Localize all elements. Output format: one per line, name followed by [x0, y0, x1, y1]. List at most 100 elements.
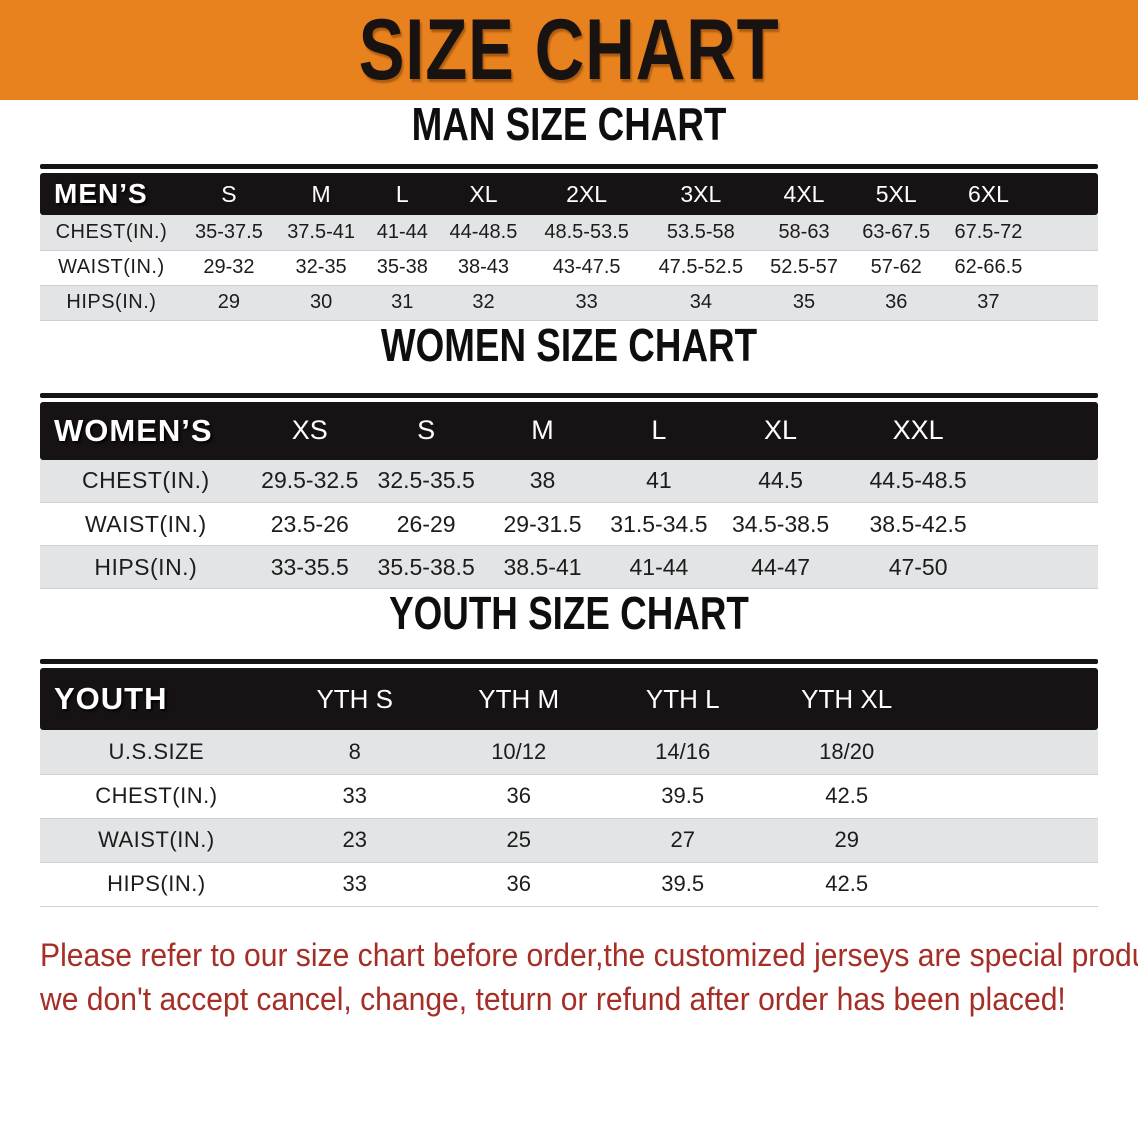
size-value: 57-62	[850, 250, 943, 286]
size-value: 29.5-32.5	[251, 459, 368, 503]
column-header: YTH M	[478, 683, 560, 714]
footer-line-2: we don't accept cancel, change, teturn o…	[40, 980, 1066, 1017]
size-value: 29-32	[182, 250, 276, 286]
spacer-cell	[1034, 285, 1098, 321]
spacer-cell	[928, 862, 1098, 907]
size-chart-page: SIZE CHART MAN SIZE CHART MEN’S S M L XL 2XL 3…	[0, 0, 1138, 1017]
size-value: 32.5-35.5	[367, 459, 485, 503]
women-section-heading: WOMEN SIZE CHART	[380, 318, 758, 371]
size-value: 14/16	[600, 730, 765, 775]
row-label: U.S.SIZE	[40, 730, 273, 775]
table-title-cell: YOUTH	[54, 681, 168, 716]
spacer-cell	[1035, 173, 1098, 215]
column-header: 5XL	[875, 180, 917, 207]
column-header: 3XL	[680, 180, 722, 207]
women-size-section: WOMEN SIZE CHART WOMEN’S XS S M L XL XXL CHEST(…	[40, 318, 1098, 589]
spacer-cell	[929, 668, 1098, 730]
column-header: L	[651, 415, 667, 445]
size-value: 36	[850, 285, 943, 321]
row-label: CHEST(IN.)	[40, 459, 252, 503]
column-header: XXL	[892, 415, 944, 445]
size-value: 25	[436, 818, 601, 863]
size-value: 44-47	[717, 545, 845, 589]
size-value: 34	[643, 285, 758, 321]
youth-size-table: YOUTH YTH S YTH M YTH L YTH XL U.S.SIZE 8 10/12…	[40, 668, 1098, 907]
table-top-border	[40, 164, 1098, 169]
row-label: WAIST(IN.)	[40, 250, 183, 286]
table-row: WAIST(IN.) 23 25 27 29	[40, 818, 1098, 863]
spacer-cell	[928, 818, 1098, 863]
size-value: 47-50	[844, 545, 993, 589]
size-value: 62-66.5	[942, 250, 1035, 286]
row-label: CHEST(IN.)	[40, 215, 183, 251]
table-header-row: YOUTH YTH S YTH M YTH L YTH XL	[40, 668, 1098, 730]
spacer-cell	[992, 545, 1098, 589]
table-row: CHEST(IN.) 33 36 39.5 42.5	[40, 774, 1098, 819]
size-value: 29	[182, 285, 276, 321]
column-header: M	[311, 180, 331, 207]
size-value: 8	[272, 730, 437, 775]
size-value: 29-31.5	[484, 502, 601, 546]
size-value: 43-47.5	[529, 250, 644, 286]
men-section-heading: MAN SIZE CHART	[411, 98, 727, 150]
row-label: CHEST(IN.)	[40, 774, 273, 819]
column-header: YTH S	[316, 683, 394, 714]
table-row: HIPS(IN.) 33 36 39.5 42.5	[40, 862, 1098, 907]
row-label: HIPS(IN.)	[40, 285, 183, 321]
spacer-cell	[992, 459, 1098, 503]
size-value: 36	[436, 862, 601, 907]
size-value: 53.5-58	[643, 215, 758, 251]
column-header: YTH L	[645, 683, 720, 714]
table-row: CHEST(IN.) 35-37.5 37.5-41 41-44 44-48.5 48.5…	[40, 215, 1098, 251]
size-value: 52.5-57	[757, 250, 851, 286]
size-value: 38	[484, 459, 601, 503]
column-header: YTH XL	[801, 683, 893, 714]
size-value: 42.5	[764, 862, 929, 907]
column-header: 6XL	[967, 180, 1009, 207]
size-value: 41-44	[367, 215, 438, 251]
column-header: 4XL	[783, 180, 825, 207]
column-header: S	[417, 415, 436, 445]
size-value: 38.5-42.5	[844, 502, 993, 546]
banner: SIZE CHART	[0, 0, 1138, 100]
size-value: 63-67.5	[850, 215, 943, 251]
women-size-table-wrap: WOMEN’S XS S M L XL XXL CHEST(IN.) 29.5-32.5 32.5…	[40, 392, 1098, 589]
size-value: 38-43	[437, 250, 530, 286]
size-value: 33	[272, 774, 437, 819]
size-value: 23	[272, 818, 437, 863]
size-value: 44.5	[717, 459, 845, 503]
table-header-row: MEN’S S M L XL 2XL 3XL 4XL 5XL 6XL	[40, 173, 1098, 215]
size-value: 35.5-38.5	[367, 545, 485, 589]
size-value: 37.5-41	[275, 215, 368, 251]
size-value: 44-48.5	[437, 215, 530, 251]
youth-section-heading: YOUTH SIZE CHART	[389, 587, 749, 639]
size-value: 10/12	[436, 730, 601, 775]
size-value: 35-38	[367, 250, 438, 286]
size-value: 39.5	[600, 774, 765, 819]
size-value: 26-29	[367, 502, 485, 546]
men-size-table: MEN’S S M L XL 2XL 3XL 4XL 5XL 6XL CHEST(IN.) 35-37…	[40, 173, 1098, 321]
table-title-cell: MEN’S	[54, 178, 148, 209]
size-value: 32	[437, 285, 530, 321]
youth-size-table-wrap: YOUTH YTH S YTH M YTH L YTH XL U.S.SIZE 8 10/12…	[40, 659, 1098, 907]
table-row: U.S.SIZE 8 10/12 14/16 18/20	[40, 730, 1098, 775]
spacer-cell	[992, 402, 1098, 460]
spacer-cell	[928, 730, 1098, 775]
size-value: 33	[272, 862, 437, 907]
size-value: 47.5-52.5	[643, 250, 758, 286]
size-value: 58-63	[757, 215, 851, 251]
table-title-cell: WOMEN’S	[54, 412, 213, 448]
size-value: 44.5-48.5	[844, 459, 993, 503]
column-header: XS	[291, 415, 328, 445]
size-value: 18/20	[764, 730, 929, 775]
size-value: 27	[600, 818, 765, 863]
size-value: 41-44	[600, 545, 718, 589]
women-size-table: WOMEN’S XS S M L XL XXL CHEST(IN.) 29.5-32.5 32.5…	[40, 401, 1098, 589]
size-value: 30	[275, 285, 368, 321]
row-label: WAIST(IN.)	[40, 818, 273, 863]
size-value: 48.5-53.5	[529, 215, 644, 251]
column-header: S	[221, 180, 237, 207]
table-row: WAIST(IN.) 29-32 32-35 35-38 38-43 43-47.5 47.…	[40, 250, 1098, 286]
banner-title: SIZE CHART	[358, 2, 780, 98]
table-header-row: WOMEN’S XS S M L XL XXL	[40, 401, 1098, 460]
